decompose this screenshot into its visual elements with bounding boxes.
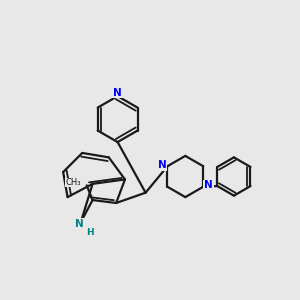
Text: N: N (113, 88, 122, 98)
Text: H: H (86, 228, 94, 237)
Text: N: N (75, 219, 84, 229)
Text: N: N (204, 180, 213, 190)
Text: N: N (158, 160, 167, 170)
Text: CH₃: CH₃ (65, 178, 81, 187)
